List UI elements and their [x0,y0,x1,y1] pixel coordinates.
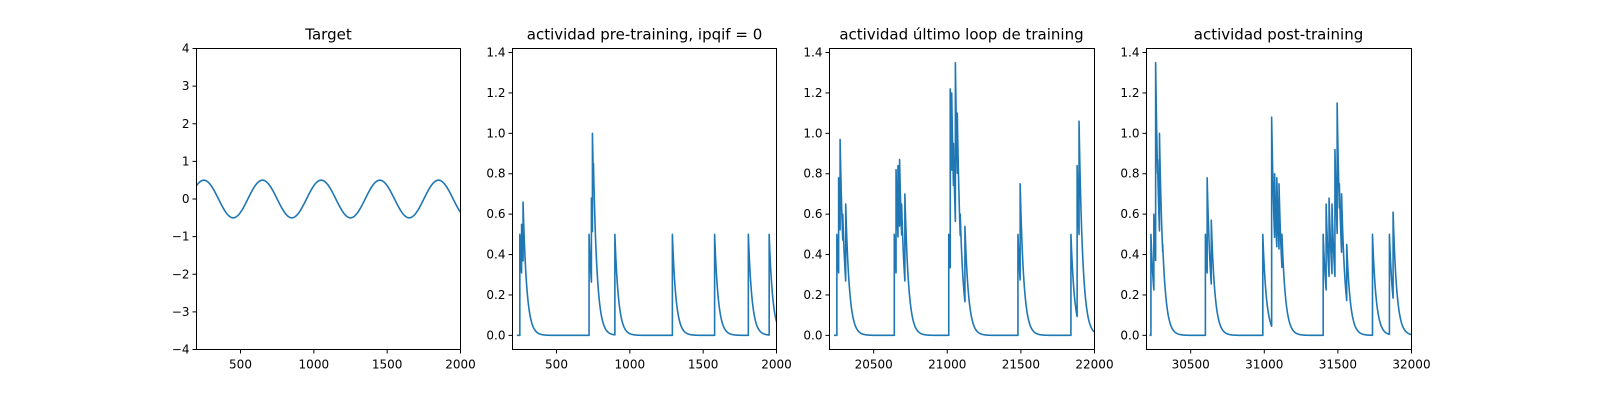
panel-target-plot-area [195,179,462,219]
panel-target-y-tick-label: −2 [172,267,190,281]
panel-post-training-x-tick-label: 32000 [1392,358,1430,372]
panel-post-training-y-tick-label: 0.0 [1120,328,1139,342]
panel-target-y-tick-label: 3 [182,79,190,93]
panel-post-training-title: actividad post-training [1194,26,1363,44]
panel-target-y-tick-label: 0 [182,192,190,206]
panel-target-x-axis: 500 1000 1500 2000 [229,349,476,372]
panel-pre-training-y-tick-label: 1.2 [486,86,505,100]
panel-last-loop-y-tick-label: 1.2 [803,86,822,100]
panel-post-training-x-tick-label: 30500 [1172,358,1210,372]
panel-pre-training-plot-area [516,132,778,337]
panel-last-loop-y-tick-label: 0.4 [803,248,822,262]
panel-pre-training-series-line [516,132,778,337]
panel-post-training-series-line [1148,61,1412,337]
panel-last-loop-x-tick-label: 22000 [1075,358,1113,372]
panel-pre-training-y-axis: 0.0 0.2 0.4 0.6 0.8 1.0 1.2 1.4 [486,46,513,342]
panel-post-training-x-axis: 30500 31000 31500 32000 [1172,349,1431,372]
panel-last-loop-frame [829,48,1095,350]
panel-last-loop-title: actividad último loop de training [839,26,1083,44]
panel-post-training-y-tick-label: 0.2 [1120,288,1139,302]
panel-post-training-y-axis: 0.0 0.2 0.4 0.6 0.8 1.0 1.2 1.4 [1120,46,1147,342]
panel-pre-training-y-tick-label: 1.4 [486,46,505,60]
panel-target: Target 500 1000 1500 2000 −4 −3 −2 −1 0 1 2 3 4 [172,26,476,372]
panel-target-y-tick-label: −3 [172,305,190,319]
panel-post-training-y-tick-label: 0.6 [1120,207,1139,221]
panel-last-loop-series-line [833,61,1095,337]
panel-last-loop-y-tick-label: 1.0 [803,126,822,140]
panel-pre-training-x-tick-label: 500 [545,358,568,372]
panel-target-x-tick-label: 1500 [372,358,403,372]
panel-post-training-plot-area [1148,61,1412,337]
panel-post-training-y-tick-label: 0.4 [1120,248,1139,262]
panel-last-loop-x-tick-label: 21500 [1002,358,1040,372]
panel-post-training-x-tick-label: 31500 [1319,358,1357,372]
panel-target-x-tick-label: 500 [229,358,252,372]
panel-target-x-tick-label: 2000 [445,358,476,372]
panel-last-loop-x-tick-label: 21000 [928,358,966,372]
panel-post-training-y-tick-label: 1.4 [1120,46,1139,60]
panel-last-loop-x-tick-label: 20500 [855,358,893,372]
panel-last-loop-y-tick-label: 1.4 [803,46,822,60]
panel-last-loop: actividad último loop de training 20500 2… [803,26,1113,372]
panel-last-loop-y-tick-label: 0.0 [803,328,822,342]
panel-target-y-tick-label: 1 [182,154,190,168]
panel-pre-training-title: actividad pre-training, ipqif = 0 [527,26,763,44]
panel-pre-training-x-tick-label: 1500 [688,358,719,372]
panel-post-training-y-tick-label: 1.2 [1120,86,1139,100]
panel-target-y-tick-label: 4 [182,42,190,56]
panel-post-training-y-tick-label: 1.0 [1120,126,1139,140]
panel-target-series-line [195,179,462,219]
panel-post-training-x-tick-label: 31000 [1245,358,1283,372]
panel-pre-training-x-tick-label: 1000 [615,358,646,372]
panel-target-y-tick-label: 2 [182,117,190,131]
panel-post-training-frame [1146,48,1412,350]
panel-pre-training-y-tick-label: 1.0 [486,126,505,140]
panel-pre-training: actividad pre-training, ipqif = 0 500 100… [486,26,791,372]
panel-target-y-tick-label: −4 [172,343,190,357]
panel-last-loop-x-axis: 20500 21000 21500 22000 [855,349,1114,372]
panel-target-y-axis: −4 −3 −2 −1 0 1 2 3 4 [172,42,197,357]
panel-post-training-y-tick-label: 0.8 [1120,167,1139,181]
panel-post-training: actividad post-training 30500 31000 31500 3… [1120,26,1430,372]
panel-last-loop-y-axis: 0.0 0.2 0.4 0.6 0.8 1.0 1.2 1.4 [803,46,830,342]
panel-target-title: Target [304,26,352,44]
panel-pre-training-frame [512,48,777,350]
panel-pre-training-x-tick-label: 2000 [761,358,792,372]
panel-target-x-tick-label: 1000 [299,358,330,372]
panel-last-loop-y-tick-label: 0.6 [803,207,822,221]
panel-pre-training-y-tick-label: 0.8 [486,167,505,181]
panel-pre-training-y-tick-label: 0.6 [486,207,505,221]
panel-target-y-tick-label: −1 [172,230,190,244]
panel-last-loop-plot-area [833,61,1095,337]
panel-pre-training-y-tick-label: 0.2 [486,288,505,302]
panel-pre-training-x-axis: 500 1000 1500 2000 [545,349,792,372]
panel-pre-training-y-tick-label: 0.0 [486,328,505,342]
panel-last-loop-y-tick-label: 0.8 [803,167,822,181]
panel-pre-training-y-tick-label: 0.4 [486,248,505,262]
panel-last-loop-y-tick-label: 0.2 [803,288,822,302]
